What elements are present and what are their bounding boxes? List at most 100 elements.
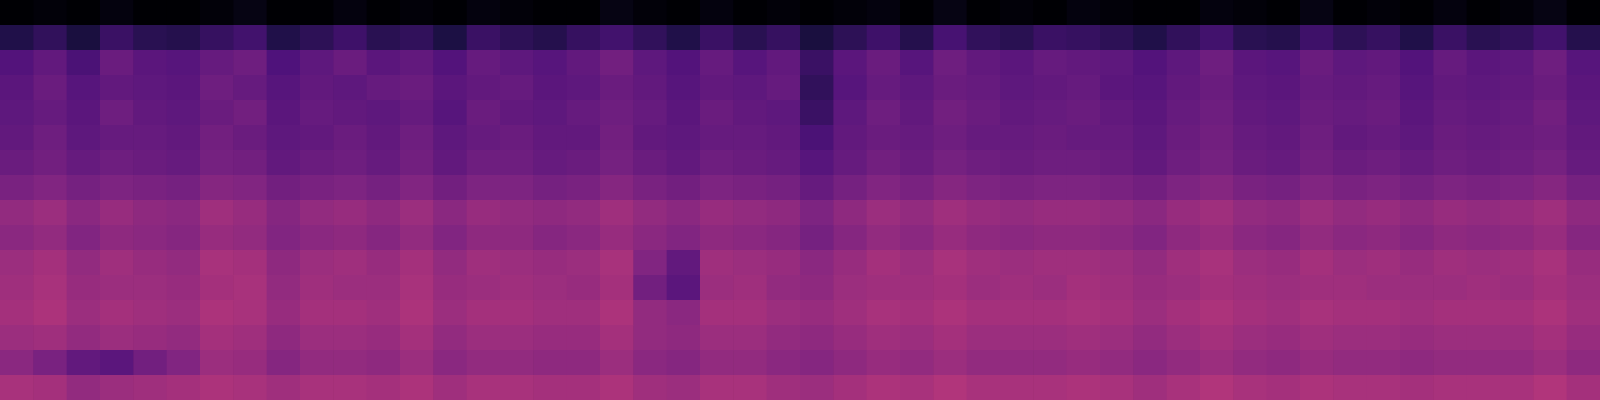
- heatmap-chart: [0, 0, 1600, 400]
- cell: [67, 125, 101, 151]
- cell: [1267, 200, 1301, 226]
- cell: [333, 250, 367, 276]
- cell: [300, 175, 334, 201]
- cell: [1000, 250, 1034, 276]
- cell: [633, 25, 667, 51]
- cell: [667, 275, 701, 301]
- cell: [1500, 325, 1534, 351]
- cell: [600, 0, 634, 26]
- cell: [200, 300, 234, 326]
- cell: [1267, 275, 1301, 301]
- cell: [767, 50, 801, 76]
- cell: [533, 50, 567, 76]
- cell: [1233, 175, 1267, 201]
- cells: [0, 0, 1600, 400]
- cell: [1000, 325, 1034, 351]
- cell: [33, 150, 67, 176]
- cell: [333, 25, 367, 51]
- cell: [667, 25, 701, 51]
- cell: [100, 150, 134, 176]
- cell: [1233, 150, 1267, 176]
- cell: [100, 125, 134, 151]
- cell: [867, 375, 901, 400]
- cell: [900, 275, 934, 301]
- cell: [1500, 50, 1534, 76]
- cell: [0, 50, 34, 76]
- cell: [433, 100, 467, 126]
- cell: [933, 50, 967, 76]
- cell: [1400, 275, 1434, 301]
- cell: [67, 300, 101, 326]
- cell: [467, 125, 501, 151]
- cell: [167, 250, 201, 276]
- cell: [433, 150, 467, 176]
- cell: [1300, 350, 1334, 376]
- cell: [1533, 100, 1567, 126]
- cell: [1400, 225, 1434, 251]
- cell: [1133, 150, 1167, 176]
- cell: [767, 150, 801, 176]
- cell: [1267, 75, 1301, 101]
- cell: [467, 225, 501, 251]
- cell: [0, 125, 34, 151]
- cell: [167, 175, 201, 201]
- cell: [467, 75, 501, 101]
- cell: [167, 100, 201, 126]
- cell: [1000, 275, 1034, 301]
- cell: [867, 350, 901, 376]
- cell: [767, 350, 801, 376]
- cell: [1000, 100, 1034, 126]
- cell: [1133, 300, 1167, 326]
- cell: [233, 275, 267, 301]
- cell: [867, 75, 901, 101]
- cell: [533, 275, 567, 301]
- cell: [1333, 125, 1367, 151]
- cell: [100, 50, 134, 76]
- cell: [633, 250, 667, 276]
- cell: [1400, 0, 1434, 26]
- cell: [500, 75, 534, 101]
- cell: [1133, 175, 1167, 201]
- cell: [1333, 225, 1367, 251]
- cell: [967, 0, 1001, 26]
- cell: [1533, 150, 1567, 176]
- cell: [800, 200, 834, 226]
- cell: [1433, 275, 1467, 301]
- cell: [1567, 225, 1600, 251]
- cell: [1100, 250, 1134, 276]
- cell: [767, 325, 801, 351]
- cell: [1333, 100, 1367, 126]
- cell: [833, 325, 867, 351]
- cell: [467, 350, 501, 376]
- cell: [1333, 350, 1367, 376]
- cell: [767, 200, 801, 226]
- cell: [367, 175, 401, 201]
- cell: [367, 200, 401, 226]
- cell: [1200, 125, 1234, 151]
- cell: [1267, 125, 1301, 151]
- cell: [0, 250, 34, 276]
- cell: [467, 275, 501, 301]
- cell: [167, 325, 201, 351]
- cell: [333, 375, 367, 400]
- cell: [567, 50, 601, 76]
- cell: [567, 75, 601, 101]
- cell: [133, 50, 167, 76]
- cell: [500, 175, 534, 201]
- cell: [1167, 375, 1201, 400]
- cell: [167, 350, 201, 376]
- cell: [367, 225, 401, 251]
- cell: [167, 375, 201, 400]
- cell: [1200, 225, 1234, 251]
- cell: [700, 200, 734, 226]
- cell: [900, 25, 934, 51]
- cell: [833, 225, 867, 251]
- cell: [367, 325, 401, 351]
- cell: [1433, 325, 1467, 351]
- cell: [300, 300, 334, 326]
- cell: [867, 300, 901, 326]
- cell: [1300, 200, 1334, 226]
- cell: [1467, 200, 1501, 226]
- cell: [233, 125, 267, 151]
- cell: [867, 100, 901, 126]
